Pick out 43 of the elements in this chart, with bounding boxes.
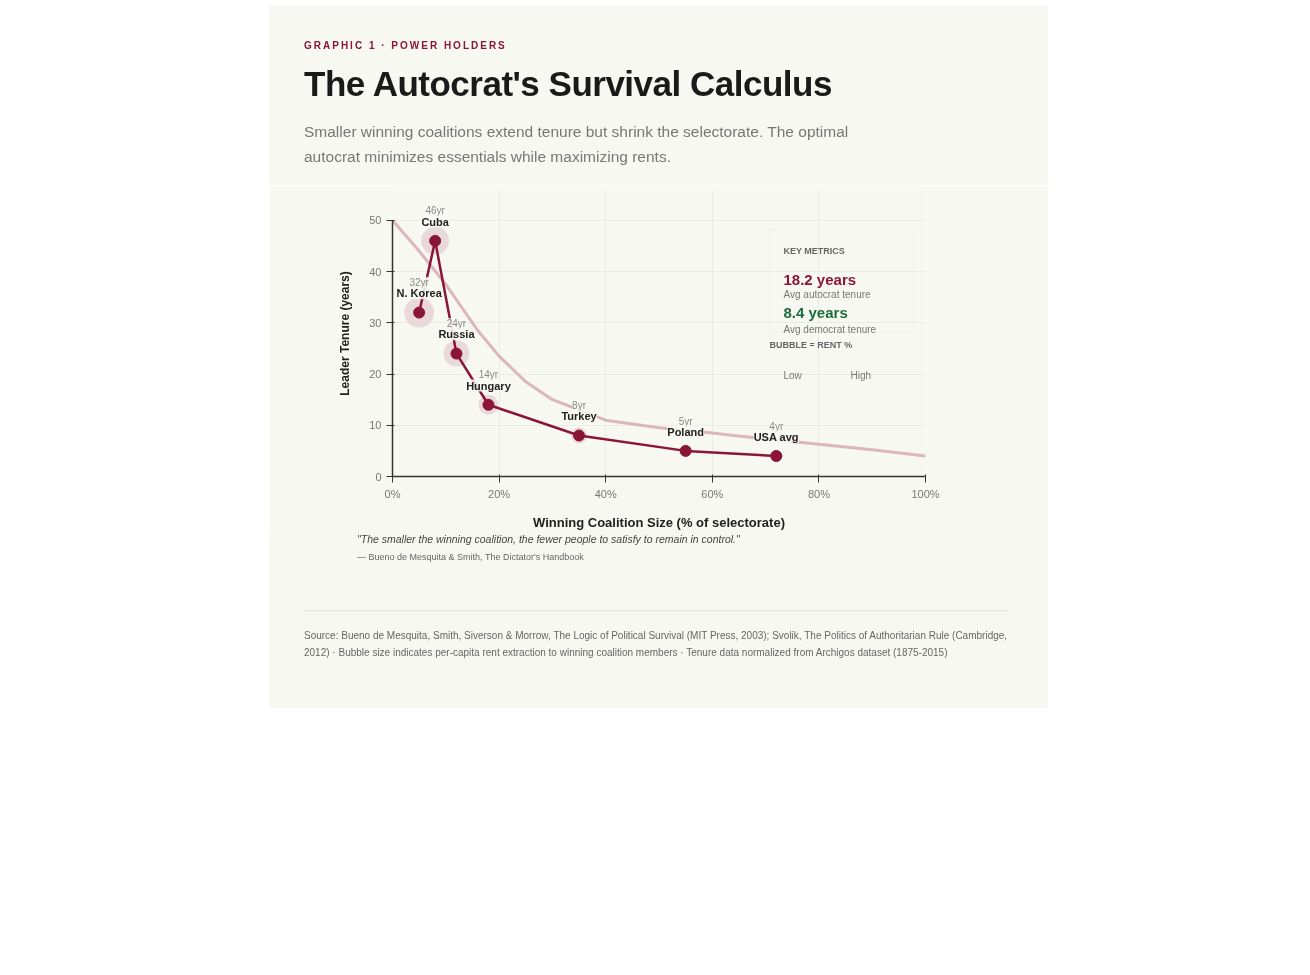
annotation: Russia <box>438 328 476 341</box>
annotation: KEY METRICS <box>783 246 845 257</box>
data-label: 32yr <box>409 277 430 289</box>
data-label: 8yr <box>572 400 587 412</box>
annotation: USA avg <box>753 430 799 443</box>
data-label: 14yr <box>478 369 499 381</box>
text: "The smaller the winning coalition, the fewer people to satisfy to remain in control." <box>357 532 741 547</box>
annotation: Turkey <box>561 410 598 423</box>
x-tick-label: 40% <box>594 487 617 500</box>
y-tick-label: 50 <box>369 214 382 227</box>
annotation: Poland <box>667 425 704 438</box>
text: GRAPHIC 1 · POWER HOLDERS <box>304 39 508 53</box>
data-label: 5yr <box>678 415 694 427</box>
data-label: 24yr <box>446 318 467 330</box>
x-tick-label: 60% <box>701 487 724 500</box>
annotation: Cuba <box>421 215 450 228</box>
chart-subtitle: Smaller winning coalitions extend tenure but shrink the selectorate. The optimal autocrat minimizes essentials while maximizing rents. <box>304 122 850 168</box>
annotation: Avg autocrat tenure <box>783 289 872 300</box>
y-tick-label: 20 <box>369 368 382 381</box>
annotation: 18.2 years <box>783 270 857 288</box>
annotation: BUBBLE = RENT % <box>769 339 853 350</box>
chart-title: The Autocrat's Survival Calculus <box>304 63 833 106</box>
annotation: Hungary <box>466 379 512 392</box>
source-note: Source: Bueno de Mesquita, Smith, Siverson & Morrow, The Logic of Political Survival (MIT Press, 2003); Svolik, The Politics of Authoritarian Rule (Cambridge, 2012) · Bubble size indicates per-capita rent extraction to winning coalition members · Tenure data normalized from Archigos dataset (1875-2015) <box>304 609 1009 661</box>
annotation: Low <box>783 369 803 381</box>
y-tick-label: 0 <box>375 470 382 483</box>
x-tick-label: 80% <box>807 487 831 500</box>
annotation: N. Korea <box>396 287 443 300</box>
annotation: High <box>850 369 872 381</box>
data-label: 4yr <box>769 420 784 432</box>
annotation: Avg democrat tenure <box>783 323 877 335</box>
y-tick-label: 40 <box>369 265 382 278</box>
x-tick-label: 20% <box>488 487 511 500</box>
text: — Bueno de Mesquita & Smith, The Dictator's Handbook <box>357 551 585 564</box>
line-series <box>392 218 926 458</box>
data-label: 46yr <box>425 205 446 217</box>
x-axis-title: Winning Coalition Size (% of selectorate) <box>533 514 785 530</box>
y-tick-label: 30 <box>369 316 382 329</box>
annotation: 8.4 years <box>783 304 848 322</box>
y-tick-label: 10 <box>369 419 382 432</box>
x-tick-label: 100% <box>911 487 940 500</box>
y-axis-title: Leader Tenure (years) <box>338 271 353 396</box>
x-tick-label: 0% <box>384 487 401 500</box>
